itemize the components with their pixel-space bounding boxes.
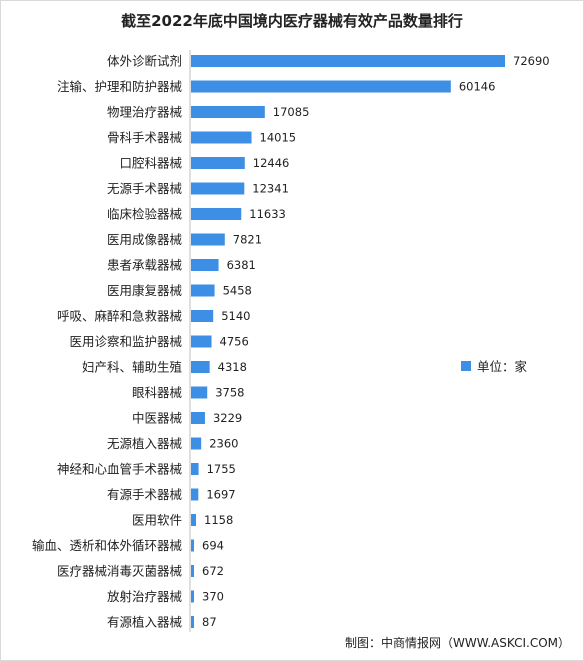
value-label: 17085	[273, 105, 310, 119]
category-label: 物理治疗器械	[107, 105, 183, 120]
legend-label: 单位：家	[477, 359, 528, 374]
category-label: 口腔科器械	[119, 156, 182, 171]
value-label: 3229	[213, 411, 242, 425]
bar	[191, 463, 199, 475]
source-note: 制图：中商情报网（WWW.ASKCI.COM）	[345, 636, 570, 650]
category-label: 中医器械	[132, 411, 183, 426]
value-label: 5140	[221, 309, 250, 323]
legend-swatch	[461, 360, 471, 371]
legend: 单位：家	[461, 356, 527, 375]
bar	[191, 335, 212, 348]
bar	[191, 106, 265, 118]
category-label: 呼吸、麻醉和急救器械	[57, 309, 183, 324]
category-label: 妇产科、辅助生殖	[82, 360, 182, 375]
category-label: 无源手术器械	[107, 181, 183, 196]
category-label: 医用成像器械	[107, 232, 183, 247]
bar	[191, 590, 194, 603]
value-label: 87	[202, 615, 217, 629]
value-label: 60146	[459, 80, 496, 94]
category-label: 临床检验器械	[107, 207, 183, 222]
value-label: 6381	[227, 258, 256, 272]
bar	[191, 539, 194, 552]
bar	[191, 361, 210, 373]
category-label: 患者承载器械	[107, 258, 183, 273]
category-label: 输血、透析和体外循环器械	[32, 538, 183, 553]
chart-title: 截至2022年底中国境内医疗器械有效产品数量排行	[121, 12, 463, 30]
category-label: 有源植入器械	[107, 615, 183, 630]
bar	[191, 565, 194, 577]
bar	[191, 182, 245, 195]
value-label: 1755	[207, 462, 236, 476]
value-label: 370	[202, 590, 224, 604]
category-label: 有源手术器械	[107, 487, 183, 502]
value-label: 672	[202, 564, 224, 578]
bar	[191, 131, 252, 144]
bar	[191, 208, 242, 220]
bar	[191, 80, 451, 93]
category-label: 眼科器械	[132, 385, 183, 400]
category-label: 医疗器械消毒灭菌器械	[57, 564, 183, 579]
bar	[191, 284, 215, 297]
bar	[191, 310, 214, 322]
bar	[191, 488, 199, 501]
value-label: 1158	[204, 513, 233, 527]
bar	[191, 437, 202, 450]
category-label: 医用康复器械	[107, 283, 183, 298]
value-label: 11633	[249, 207, 286, 221]
value-label: 4756	[220, 335, 249, 349]
bar	[191, 386, 208, 399]
value-label: 2360	[209, 437, 238, 451]
value-label: 72690	[513, 54, 550, 68]
bar	[191, 55, 505, 67]
value-label: 12446	[253, 156, 290, 170]
category-label: 无源植入器械	[107, 436, 183, 451]
bar	[191, 514, 197, 526]
bar	[191, 412, 205, 424]
bar	[191, 259, 219, 271]
category-label: 神经和心血管手术器械	[57, 462, 183, 477]
category-label: 骨科手术器械	[107, 130, 183, 145]
value-label: 3758	[215, 386, 244, 400]
category-label: 注输、护理和防护器械	[57, 79, 183, 94]
category-label: 医用软件	[132, 513, 182, 528]
category-label: 放射治疗器械	[107, 589, 183, 604]
value-label: 1697	[206, 488, 235, 502]
bar	[191, 233, 225, 246]
value-label: 5458	[223, 284, 252, 298]
value-label: 4318	[218, 360, 247, 374]
category-label: 医用诊察和监护器械	[69, 334, 182, 349]
value-label: 694	[202, 539, 224, 553]
bar	[191, 157, 245, 169]
bar	[191, 616, 194, 628]
bars-layer: 体外诊断试剂 72690 注输、护理和防护器械 60146 物理治疗器械 17085 骨科手…	[32, 54, 550, 630]
value-label: 12341	[252, 182, 289, 196]
category-label: 体外诊断试剂	[107, 54, 182, 69]
value-label: 7821	[233, 233, 262, 247]
value-label: 14015	[260, 131, 297, 145]
